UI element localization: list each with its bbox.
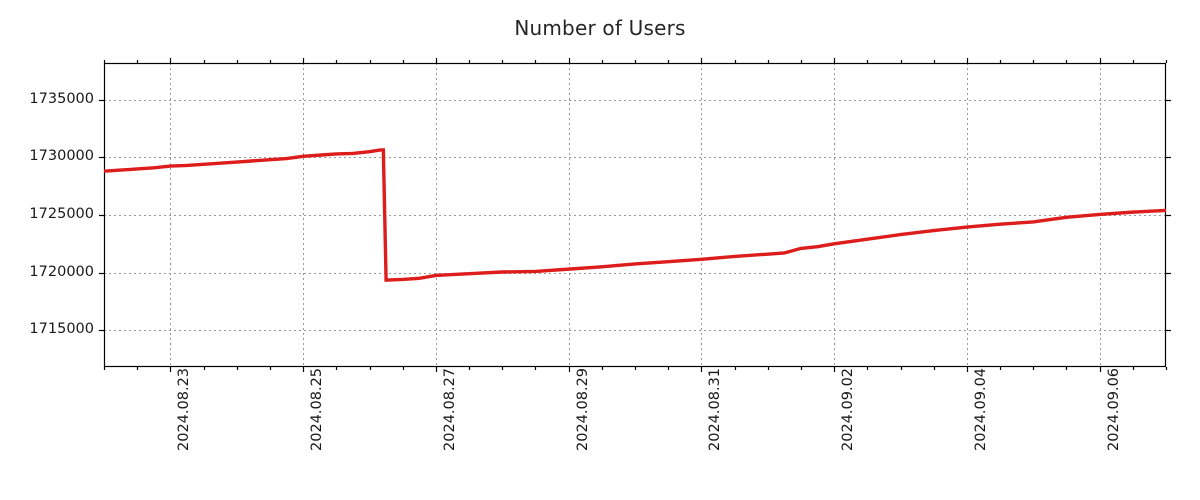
- y-axis-tick-label: 1720000: [29, 263, 94, 280]
- axis-ticks: [99, 58, 1171, 372]
- x-axis-tick-label: 2024.08.23: [176, 367, 192, 451]
- chart-title: Number of Users: [514, 16, 686, 40]
- y-axis-tick-label: 1725000: [29, 205, 94, 222]
- series-line-number-of-users: [103, 148, 1167, 282]
- x-axis-tick-label: 2024.08.31: [707, 367, 723, 451]
- x-axis-tick-label: 2024.09.04: [973, 367, 989, 451]
- y-axis-tick-label: 1730000: [29, 147, 94, 164]
- x-axis-tick-label: 2024.09.06: [1106, 367, 1122, 451]
- x-axis-tick-label: 2024.08.27: [442, 367, 458, 451]
- y-axis-tick-labels: 1715000 1720000 1725000 1730000 1735000: [0, 0, 94, 500]
- y-axis-tick-label: 1735000: [29, 90, 94, 107]
- x-axis-tick-label: 2024.08.25: [309, 367, 325, 451]
- y-axis-tick-label: 1715000: [29, 320, 94, 337]
- plot-frame: [103, 62, 1167, 368]
- x-axis-tick-label: 2024.09.02: [840, 367, 856, 451]
- x-axis-tick-label: 2024.08.29: [575, 367, 591, 451]
